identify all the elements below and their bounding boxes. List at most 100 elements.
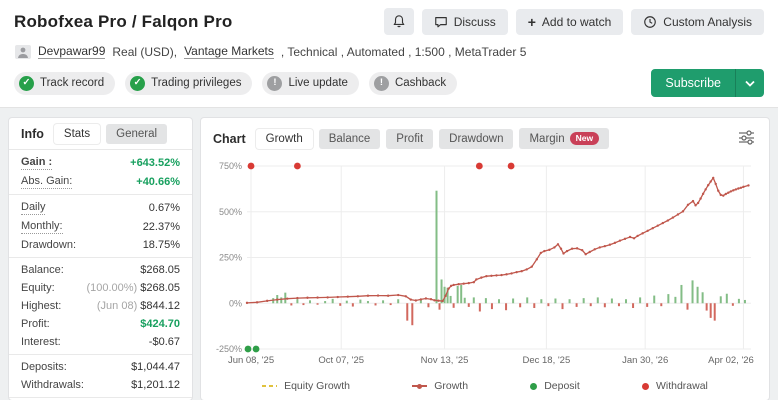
growth-point <box>500 273 503 277</box>
equity-growth-bar <box>719 296 722 304</box>
stat-value: (Jun 08) $844.12 <box>96 300 180 312</box>
legend-label: Growth <box>434 380 469 392</box>
subscribe-button[interactable]: Subscribe <box>651 69 735 97</box>
y-tick-label: 250% <box>219 253 242 263</box>
line-marker-icon <box>412 383 428 389</box>
equity-growth-bar <box>449 295 452 304</box>
chevron-down-icon <box>745 76 755 90</box>
discuss-button[interactable]: Discuss <box>421 8 508 35</box>
growth-point <box>580 248 584 252</box>
equity-growth-bar <box>351 303 354 307</box>
growth-point <box>739 186 743 189</box>
growth-point <box>704 188 707 191</box>
equity-growth-bar <box>533 303 536 309</box>
add-to-watch-button[interactable]: + Add to watch <box>515 8 624 35</box>
check-icon: ✓ <box>130 75 146 91</box>
chat-icon <box>434 15 448 29</box>
equity-growth-bar <box>280 297 283 304</box>
equity-growth-bar <box>490 303 493 310</box>
growth-chart[interactable]: 750% 500% 250% 0% -250% Jun 08, '25 Oct 07, '2… <box>201 157 769 376</box>
stat-value: 22.37% <box>142 220 180 233</box>
equity-growth-bar <box>345 300 348 304</box>
equity-growth-bar <box>419 299 422 304</box>
chart-tab-balance[interactable]: Balance <box>318 128 381 149</box>
stat-row-daily: Daily 0.67% <box>9 198 192 217</box>
stat-row-profit: Profit: $424.70 <box>9 315 192 333</box>
broker-link[interactable]: Vantage Markets <box>184 44 274 59</box>
dot-marker-icon <box>530 382 538 390</box>
legend-label: Deposit <box>544 380 580 392</box>
growth-point <box>641 232 644 235</box>
notification-bell-button[interactable] <box>383 8 414 35</box>
equity-growth-bar <box>589 303 592 307</box>
equity-growth-bar <box>498 299 500 304</box>
stat-label: Interest: <box>21 336 61 348</box>
growth-point <box>414 299 418 302</box>
growth-chart-svg[interactable]: 750% 500% 250% 0% -250%Jun 08, '25 Oct 07, '2… <box>211 157 757 369</box>
account-detail-pre: Real (USD), <box>112 44 178 59</box>
growth-line <box>246 176 749 304</box>
equity-growth-bar <box>653 295 656 304</box>
sidebar-tab-stats[interactable]: Stats <box>53 124 101 144</box>
stats-sidebar: Info Stats General Gain : +643.52% Abs. Gai… <box>8 117 193 400</box>
growth-point <box>525 268 528 271</box>
user-avatar-icon <box>14 44 31 59</box>
legend-item-deposit: Deposit <box>530 380 580 392</box>
sidebar-tab-general[interactable]: General <box>106 124 168 144</box>
username-link[interactable]: Devpawar99 <box>38 44 106 59</box>
growth-point <box>472 281 475 284</box>
stat-label: Profit: <box>21 318 50 330</box>
stat-row-monthly: Monthly: 22.37% <box>9 217 192 236</box>
tab-label: General <box>116 128 158 140</box>
equity-growth-bar <box>290 303 293 306</box>
growth-point <box>722 194 725 197</box>
legend-item-growth: Growth <box>412 380 468 392</box>
growth-point <box>255 301 259 304</box>
info-icon: ! <box>373 75 389 91</box>
growth-point <box>452 283 455 287</box>
growth-point <box>712 176 715 180</box>
badge-label: Track record <box>40 77 105 89</box>
stat-value: -$0.67 <box>148 336 180 348</box>
equity-growth-bar <box>547 303 550 307</box>
equity-growth-bar <box>561 303 564 310</box>
growth-point <box>510 272 513 275</box>
stat-row-interest: Interest: -$0.67 <box>9 333 192 351</box>
equity-growth-bar <box>472 297 475 304</box>
growth-point <box>543 249 546 253</box>
legend-item-withdrawal: Withdrawal <box>641 380 708 392</box>
growth-point <box>618 239 622 242</box>
equity-growth-bar <box>632 303 635 309</box>
growth-point <box>386 294 390 297</box>
equity-growth-bar <box>324 301 327 304</box>
stat-label: Highest: <box>21 300 62 312</box>
stat-group: Daily 0.67% Monthly: 22.37% Drawdown: 18.75% <box>9 194 192 257</box>
equity-growth-bar <box>737 298 740 304</box>
stat-value: +40.66% <box>136 175 180 188</box>
chart-tab-profit[interactable]: Profit <box>386 128 434 149</box>
equity-growth-bar <box>691 280 694 304</box>
legend-label: Equity Growth <box>284 380 351 392</box>
chart-tab-drawdown[interactable]: Drawdown <box>439 128 514 149</box>
badge-live-update[interactable]: ! Live update <box>262 71 359 95</box>
growth-point <box>535 258 538 261</box>
chart-tab-growth[interactable]: Growth <box>255 128 313 149</box>
badge-label: Live update <box>288 77 348 89</box>
growth-point <box>462 282 465 285</box>
badge-cashback[interactable]: ! Cashback <box>368 71 458 95</box>
growth-point <box>729 190 733 193</box>
subscribe-dropdown-button[interactable] <box>735 69 764 97</box>
chart-panel: Chart Growth Balance Profit Drawdown Margin N… <box>200 117 770 400</box>
custom-analysis-button[interactable]: Custom Analysis <box>631 8 764 35</box>
equity-growth-bar <box>686 303 689 310</box>
growth-point <box>717 189 720 192</box>
badge-trading-privileges[interactable]: ✓ Trading privileges <box>125 71 253 95</box>
growth-point <box>276 298 279 301</box>
chart-settings-button[interactable] <box>734 125 759 152</box>
badge-track-record[interactable]: ✓ Track record <box>14 71 116 95</box>
growth-point <box>632 237 636 240</box>
equity-growth-bar <box>435 190 438 304</box>
equity-growth-bar <box>705 303 708 311</box>
stat-row-highest: Highest: (Jun 08) $844.12 <box>9 297 192 315</box>
chart-tab-margin[interactable]: Margin New <box>519 128 610 149</box>
